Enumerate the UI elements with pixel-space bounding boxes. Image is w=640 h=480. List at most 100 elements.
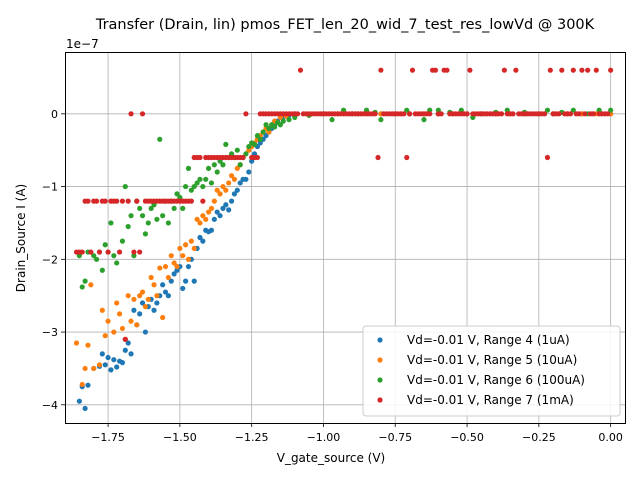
data-point: [102, 198, 108, 204]
data-point: [205, 209, 212, 215]
data-point: [254, 133, 261, 139]
data-point: [168, 278, 174, 284]
data-point: [82, 405, 88, 412]
data-point: [131, 249, 137, 255]
x-tick-label: −1.00: [307, 431, 341, 444]
legend-marker: [377, 337, 383, 343]
data-point: [194, 180, 200, 186]
data-point: [148, 274, 154, 281]
data-point: [99, 267, 105, 273]
data-point: [200, 213, 206, 219]
data-point: [85, 198, 91, 204]
data-point: [160, 282, 166, 288]
data-point: [211, 162, 217, 168]
data-point: [570, 67, 576, 73]
data-point: [128, 213, 134, 219]
data-point: [151, 307, 157, 313]
data-point: [541, 111, 548, 117]
data-point: [162, 289, 169, 295]
series-3: [76, 107, 614, 290]
data-point: [125, 293, 131, 299]
data-point: [73, 340, 80, 346]
data-point: [260, 129, 266, 135]
data-point: [99, 307, 105, 313]
data-point: [240, 154, 246, 161]
y-tick-label: −3: [42, 326, 58, 339]
data-point: [177, 194, 183, 201]
data-point: [280, 118, 286, 124]
data-point: [174, 191, 180, 197]
data-point: [593, 67, 599, 73]
data-point: [220, 162, 226, 168]
data-point: [85, 342, 91, 348]
y-tick-label: −1: [42, 181, 58, 194]
data-point: [220, 205, 226, 212]
data-point: [596, 107, 602, 113]
legend: Vd=-0.01 V, Range 4 (1uA) Vd=-0.01 V, Ran…: [362, 325, 621, 417]
data-point: [570, 107, 576, 113]
data-point: [340, 107, 347, 113]
data-point: [223, 187, 229, 193]
data-point: [183, 242, 189, 248]
data-point: [157, 136, 163, 142]
y-tick-label: 0: [51, 108, 58, 121]
x-axis-label: V_gate_source (V): [277, 451, 386, 465]
data-point: [544, 107, 551, 113]
data-point: [111, 357, 117, 363]
data-point: [251, 141, 258, 147]
data-point: [246, 143, 252, 150]
data-point: [102, 333, 108, 339]
data-point: [444, 67, 450, 73]
data-point: [251, 151, 258, 157]
data-point: [295, 111, 301, 117]
data-point: [498, 111, 505, 117]
data-point: [438, 111, 444, 117]
data-point: [180, 253, 186, 259]
data-point: [214, 169, 220, 175]
data-point: [407, 111, 413, 117]
data-point: [116, 311, 123, 317]
data-point: [185, 263, 192, 270]
data-point: [160, 314, 166, 321]
data-point: [108, 220, 114, 226]
data-point: [111, 329, 117, 335]
data-point: [217, 158, 223, 164]
data-point: [183, 278, 189, 284]
data-point: [142, 231, 149, 237]
data-point: [582, 111, 588, 117]
data-point: [151, 202, 157, 208]
y-axis-label: Drain_Source I (A): [14, 184, 28, 292]
data-point: [137, 249, 143, 255]
y-tick-label: −2: [42, 253, 58, 266]
data-point: [145, 296, 151, 302]
data-point: [105, 249, 111, 255]
data-point: [119, 198, 126, 204]
data-point: [131, 253, 137, 259]
data-point: [544, 154, 551, 161]
data-point: [605, 111, 611, 117]
data-point: [556, 111, 562, 117]
data-point: [131, 296, 137, 302]
data-point: [197, 154, 203, 161]
data-point: [139, 300, 146, 306]
data-point: [378, 117, 384, 123]
data-point: [191, 183, 197, 190]
data-point: [165, 293, 171, 299]
data-point: [122, 347, 128, 353]
plot-frame: [65, 52, 626, 424]
data-point: [125, 223, 131, 230]
data-point: [108, 367, 114, 373]
data-point: [409, 67, 416, 73]
data-point: [122, 336, 128, 342]
y-tick-label: −4: [42, 399, 58, 412]
data-point: [217, 191, 223, 197]
data-point: [208, 227, 215, 233]
data-point: [220, 183, 226, 190]
data-point: [234, 147, 240, 153]
data-point: [119, 325, 126, 332]
data-point: [608, 67, 614, 73]
data-point: [82, 278, 88, 284]
data-point: [128, 351, 134, 357]
data-point: [200, 238, 206, 244]
data-point: [197, 220, 203, 226]
